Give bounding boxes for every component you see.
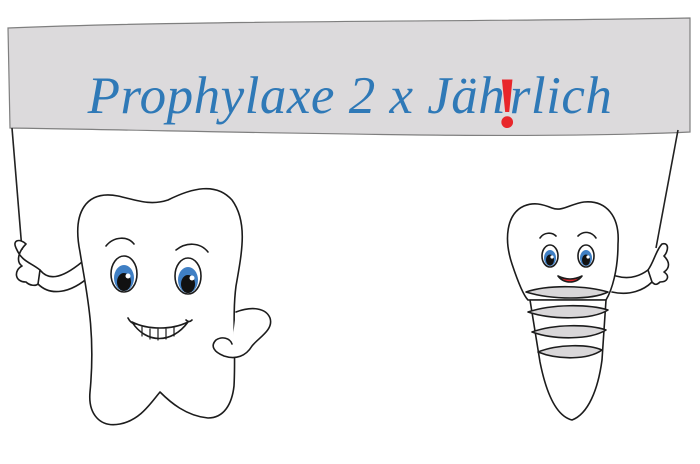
implant-tooth-thread-1 bbox=[525, 285, 609, 299]
banner-pole-left bbox=[11, 127, 23, 251]
implant-tooth-right-hand bbox=[647, 242, 670, 286]
large-tooth-teeth-lines bbox=[141, 326, 175, 341]
implant-tooth-thread-2 bbox=[527, 304, 609, 319]
implant-tooth-left-eyebrow bbox=[539, 232, 557, 239]
banner-text-end: rlich bbox=[509, 67, 613, 125]
implant-tooth-crown bbox=[506, 201, 619, 301]
implant-tooth-left-eye-shine bbox=[550, 255, 554, 259]
implant-tooth-right-eye-shine bbox=[586, 255, 590, 259]
implant-tooth bbox=[506, 201, 670, 421]
banner bbox=[7, 17, 691, 137]
banner-pole-right bbox=[655, 129, 679, 249]
implant-tooth-right-eyebrow bbox=[577, 231, 597, 239]
large-tooth-left-eyebrow bbox=[105, 237, 135, 247]
implant-tooth-mouth bbox=[557, 275, 583, 283]
large-tooth-left-hand bbox=[14, 239, 41, 287]
large-tooth-right-eyebrow bbox=[175, 243, 209, 253]
large-tooth-left-eye-shine bbox=[125, 273, 131, 279]
banner-text-main: Prophylaxe 2 x Jäh bbox=[87, 67, 506, 125]
large-tooth bbox=[14, 187, 272, 426]
large-tooth-right-arm bbox=[212, 307, 272, 359]
large-tooth-cheek-left bbox=[127, 317, 137, 325]
banner-text: Prophylaxe 2 x Jäh!rlich bbox=[0, 48, 700, 143]
implant-tooth-right-arm bbox=[611, 269, 653, 295]
implant-tooth-thread-3 bbox=[531, 324, 607, 339]
banner-exclamation-mark: ! bbox=[495, 63, 520, 143]
implant-tooth-thread-4 bbox=[537, 344, 603, 359]
large-tooth-right-eye-shine bbox=[189, 275, 195, 281]
large-tooth-body bbox=[77, 187, 244, 426]
large-tooth-cheek-right bbox=[185, 319, 193, 323]
